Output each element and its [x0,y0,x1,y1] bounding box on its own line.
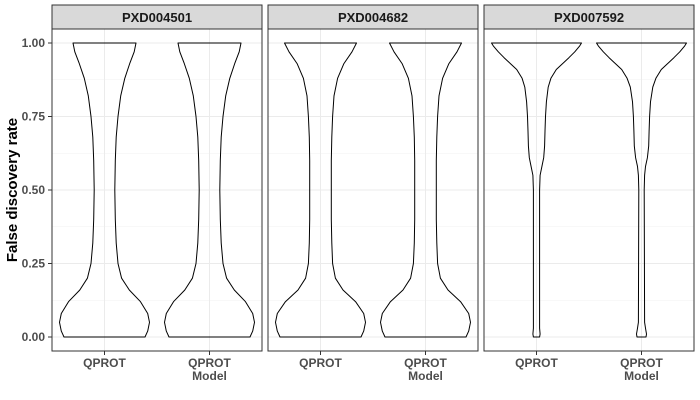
facet-panel: PXD004501 QPROT QPROT Model [51,4,263,383]
x-tick-label: QPROT Model [188,356,231,383]
facet-strip-label: PXD004682 [338,10,408,25]
facet-strip [483,4,695,30]
violin-shape [491,42,582,338]
y-axis-label: False discovery rate [4,118,21,262]
y-tick-label: 1.00 [22,36,46,50]
facet-panel: PXD007592 QPROT QPROT Model [483,4,695,383]
violin-shape [164,42,255,338]
y-tick-label: 0.25 [22,257,46,271]
y-tick-label: 0.50 [22,183,46,197]
facet-strip [267,4,479,30]
facet-panel: PXD004682 QPROT QPROT Model [267,4,479,383]
violin-shape [59,42,150,338]
facet-strip [51,4,263,30]
facet-panels: PXD004501 QPROT QPROT Model PXD004682 QPROT QP… [51,4,695,383]
violin-shape [596,42,687,338]
x-tick-label: QPROT [83,356,126,370]
x-tick-label: QPROT Model [620,356,663,383]
violin-shape [380,42,471,338]
y-tick-label: 0.00 [22,330,46,344]
facet-strip-label: PXD004501 [122,10,192,25]
x-tick-label: QPROT Model [404,356,447,383]
y-tick-label: 0.75 [22,110,46,124]
facet-strip-label: PXD007592 [554,10,624,25]
violin-shape [275,42,366,338]
x-tick-label: QPROT [299,356,342,370]
y-axis-ticks: 0.00 0.25 0.50 0.75 1.00 [22,36,52,344]
x-tick-label: QPROT [515,356,558,370]
